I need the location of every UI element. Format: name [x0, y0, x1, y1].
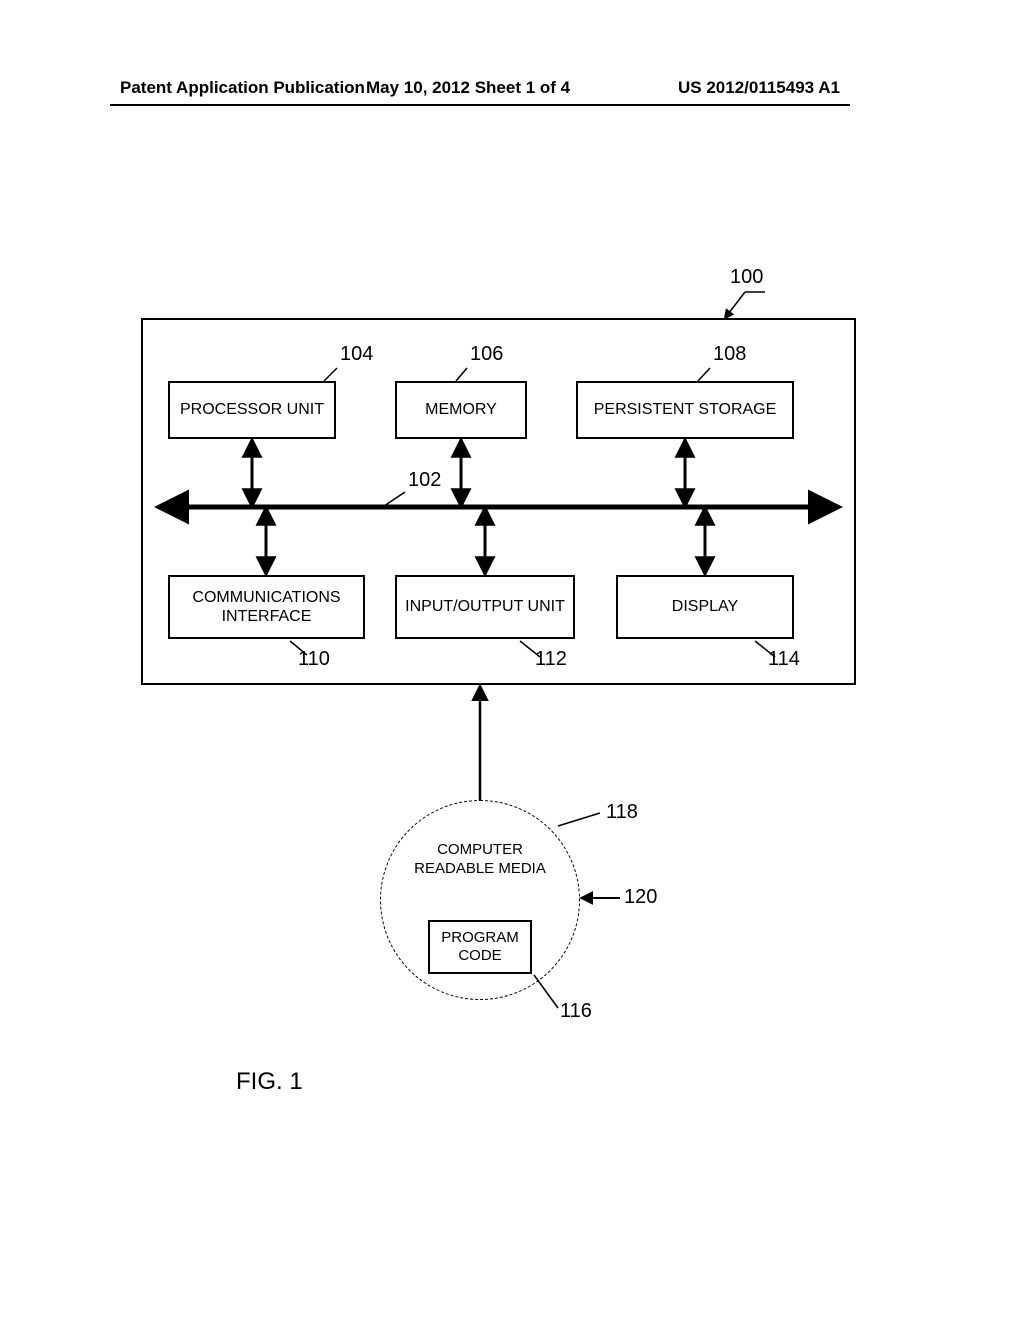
program-code-label: PROGRAM CODE [441, 929, 519, 965]
communications-interface-label: COMMUNICATIONS INTERFACE [192, 588, 340, 626]
ref-112: 112 [535, 648, 567, 671]
persistent-storage-box: PERSISTENT STORAGE [576, 381, 794, 439]
ref-100: 100 [730, 266, 763, 289]
ref-120: 120 [624, 886, 657, 909]
memory-box: MEMORY [395, 381, 527, 439]
ref-116: 116 [560, 1000, 592, 1023]
leader-100 [725, 292, 745, 318]
ref-118: 118 [606, 801, 638, 824]
communications-interface-box: COMMUNICATIONS INTERFACE [168, 575, 365, 639]
figure-label: FIG. 1 [236, 1068, 303, 1096]
ref-108: 108 [713, 343, 746, 366]
ref-114: 114 [768, 648, 800, 671]
processor-unit-label: PROCESSOR UNIT [180, 400, 324, 419]
io-unit-box: INPUT/OUTPUT UNIT [395, 575, 575, 639]
processor-unit-box: PROCESSOR UNIT [168, 381, 336, 439]
display-label: DISPLAY [672, 597, 738, 616]
ref-102: 102 [408, 469, 441, 492]
ref-110: 110 [298, 648, 330, 671]
display-box: DISPLAY [616, 575, 794, 639]
program-code-box: PROGRAM CODE [428, 920, 532, 974]
ref-106: 106 [470, 343, 503, 366]
ref-104: 104 [340, 343, 373, 366]
persistent-storage-label: PERSISTENT STORAGE [594, 400, 777, 419]
page: Patent Application Publication May 10, 2… [0, 0, 1024, 1320]
leader-118 [558, 813, 600, 826]
figure-1-diagram: PROCESSOR UNIT MEMORY PERSISTENT STORAGE… [0, 0, 1024, 1320]
io-unit-label: INPUT/OUTPUT UNIT [405, 597, 565, 616]
memory-label: MEMORY [425, 400, 497, 419]
computer-readable-media-label: COMPUTER READABLE MEDIA [381, 841, 579, 879]
